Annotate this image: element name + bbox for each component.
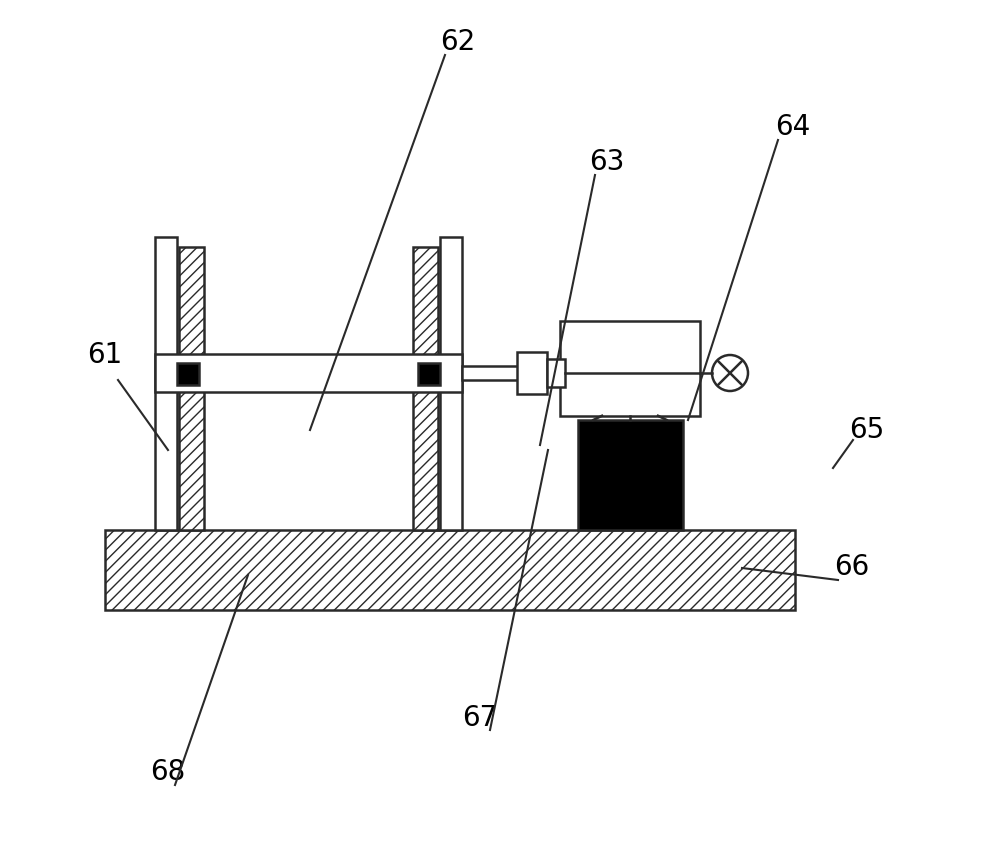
Text: 61: 61	[87, 341, 123, 369]
Bar	[418, 363, 440, 385]
Text: 66: 66	[834, 553, 870, 581]
Bar	[440, 237, 462, 530]
Text: 65: 65	[849, 416, 885, 444]
Bar	[179, 247, 204, 530]
Bar	[560, 321, 700, 416]
Bar	[177, 363, 199, 385]
Bar	[462, 366, 522, 380]
Bar	[105, 530, 795, 610]
Bar	[413, 247, 438, 530]
Text: 63: 63	[589, 148, 625, 176]
Bar	[578, 420, 682, 530]
Bar	[547, 359, 565, 387]
Text: 67: 67	[462, 704, 498, 732]
Circle shape	[712, 355, 748, 391]
Bar	[179, 247, 204, 530]
Text: 64: 64	[775, 113, 811, 141]
Bar	[105, 530, 795, 610]
Bar	[155, 237, 177, 530]
Bar	[517, 352, 547, 394]
Text: 68: 68	[150, 758, 186, 786]
Bar	[155, 354, 462, 392]
Bar	[413, 247, 438, 530]
Text: 62: 62	[440, 28, 476, 56]
